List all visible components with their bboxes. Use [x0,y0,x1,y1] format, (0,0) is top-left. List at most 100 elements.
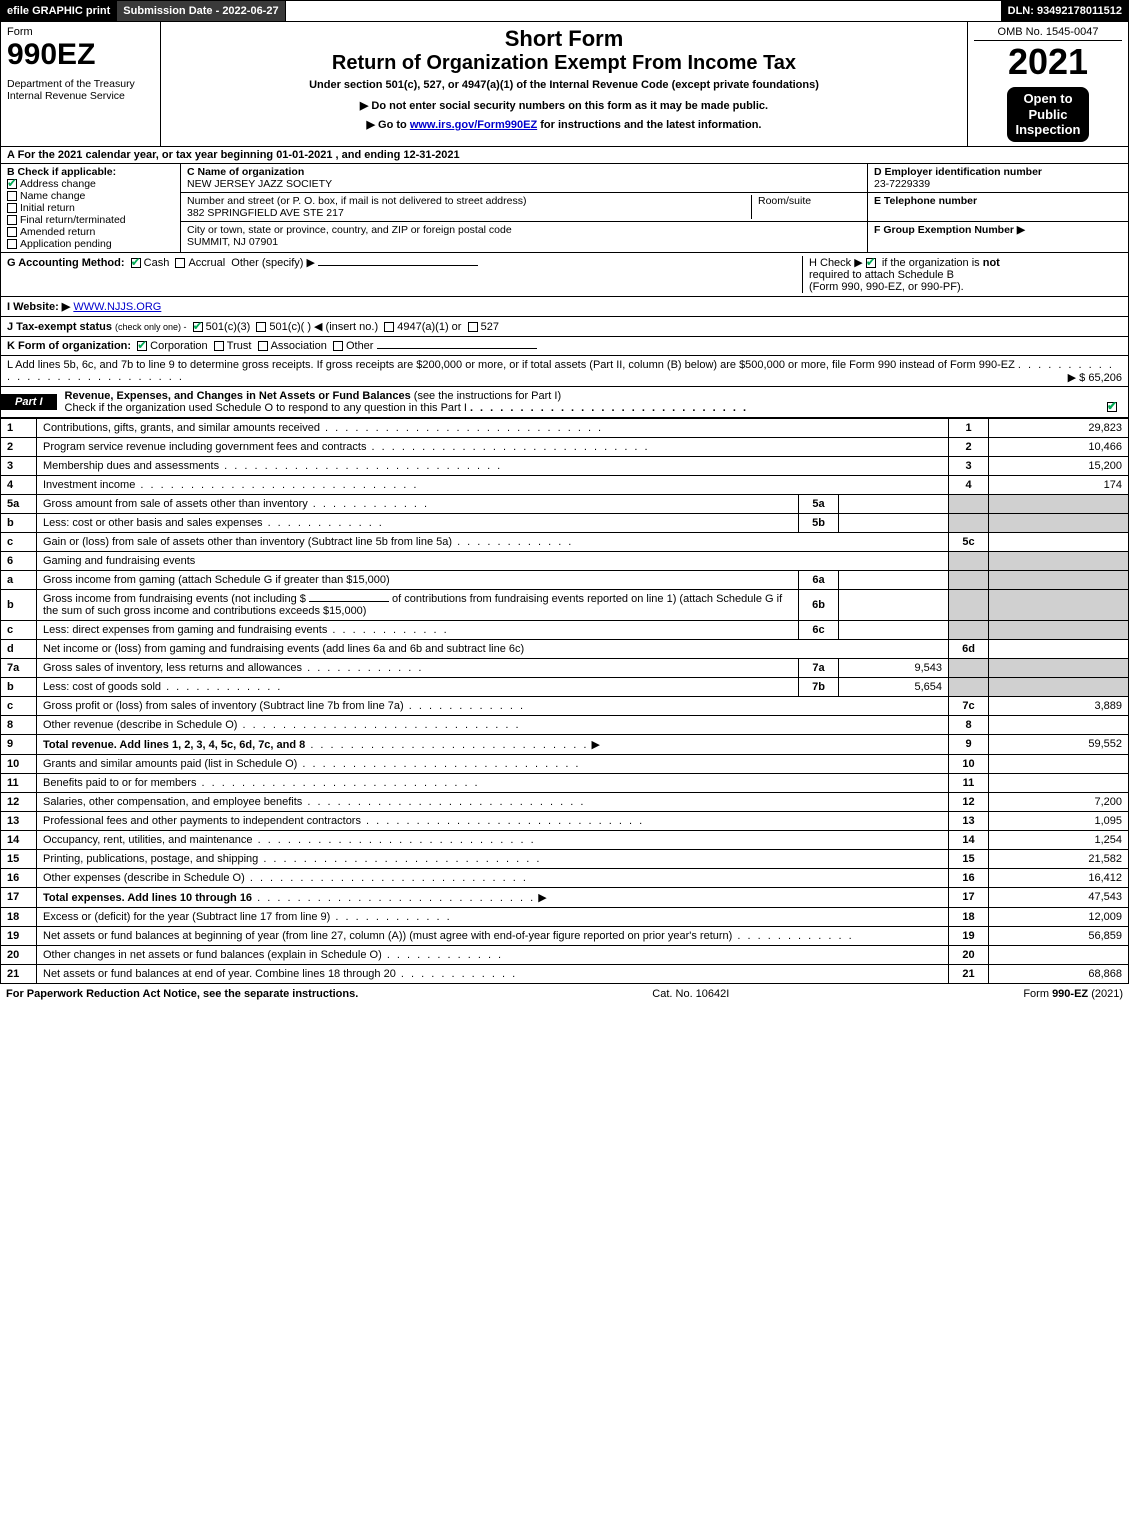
line-6b: b Gross income from fundraising events (… [1,589,1129,620]
f-label: F Group Exemption Number ▶ [874,224,1025,236]
final-return-checkbox[interactable] [7,215,17,225]
line-7c-desc: Gross profit or (loss) from sales of inv… [43,700,404,712]
b-application-pending: Application pending [20,238,112,250]
line-7b-subvalue: 5,654 [839,677,949,696]
line-21: 21 Net assets or fund balances at end of… [1,964,1129,983]
line-16-value: 16,412 [989,868,1129,887]
j-o3: 4947(a)(1) or [397,321,461,333]
line-19-value: 56,859 [989,926,1129,945]
amended-return-checkbox[interactable] [7,227,17,237]
line-6b-desc1: Gross income from fundraising events (no… [43,593,306,605]
j-527-checkbox[interactable] [468,322,478,332]
row-g-h: G Accounting Method: Cash Accrual Other … [0,253,1129,297]
line-13-value: 1,095 [989,811,1129,830]
omb-number: OMB No. 1545-0047 [974,26,1122,41]
cash-checkbox[interactable] [131,258,141,268]
k-o4: Other [346,340,374,352]
name-change-checkbox[interactable] [7,191,17,201]
initial-return-checkbox[interactable] [7,203,17,213]
return-title: Return of Organization Exempt From Incom… [169,52,959,75]
website-link[interactable]: WWW.NJJS.ORG [73,301,161,313]
j-501c-checkbox[interactable] [256,322,266,332]
k-corp-checkbox[interactable] [137,341,147,351]
line-11: 11 Benefits paid to or for members 11 [1,773,1129,792]
part1-header: Part I Revenue, Expenses, and Changes in… [0,387,1129,418]
org-street: 382 SPRINGFIELD AVE STE 217 [187,207,344,219]
g-label: G Accounting Method: [7,257,125,269]
line-7b-desc: Less: cost of goods sold [43,681,161,693]
line-7a: 7a Gross sales of inventory, less return… [1,658,1129,677]
line-6d-desc: Net income or (loss) from gaming and fun… [43,643,524,655]
footer-left: For Paperwork Reduction Act Notice, see … [6,988,358,1000]
k-o2: Trust [227,340,252,352]
e-label: E Telephone number [874,195,977,207]
line-7c-value: 3,889 [989,696,1129,715]
lines-wrapper: 1 Contributions, gifts, grants, and simi… [0,418,1129,984]
part1-schedule-o-checkbox[interactable] [1107,402,1117,412]
line-6c-desc: Less: direct expenses from gaming and fu… [43,624,327,636]
ein-value: 23-7229339 [874,178,930,190]
line-13: 13 Professional fees and other payments … [1,811,1129,830]
g-other: Other (specify) ▶ [231,257,315,269]
irs-label: Internal Revenue Service [7,90,154,102]
instructions-note: ▶ Go to www.irs.gov/Form990EZ for instru… [169,118,959,131]
k-o3: Association [271,340,327,352]
line-2-value: 10,466 [989,437,1129,456]
j-501c3-checkbox[interactable] [193,322,203,332]
line-1-desc: Contributions, gifts, grants, and simila… [43,422,320,434]
line-14-desc: Occupancy, rent, utilities, and maintena… [43,834,253,846]
row-j: J Tax-exempt status (check only one) - 5… [0,317,1129,337]
line-10: 10 Grants and similar amounts paid (list… [1,754,1129,773]
accrual-checkbox[interactable] [175,258,185,268]
entity-info: B Check if applicable: Address change Na… [0,164,1129,253]
line-6-desc: Gaming and fundraising events [37,551,949,570]
line-17: 17 Total expenses. Add lines 10 through … [1,887,1129,907]
footer-cat-no: Cat. No. 10642I [652,988,729,1000]
line-4: 4 Investment income 4 174 [1,475,1129,494]
b-name-change: Name change [20,190,85,202]
line-9-value: 59,552 [989,734,1129,754]
k-assoc-checkbox[interactable] [258,341,268,351]
application-pending-checkbox[interactable] [7,239,17,249]
topbar-spacer [286,1,1002,21]
section-a: A For the 2021 calendar year, or tax yea… [0,147,1129,164]
line-7a-subvalue: 9,543 [839,658,949,677]
part1-bar: Part I [1,394,57,410]
k-other-checkbox[interactable] [333,341,343,351]
instructions-link[interactable]: www.irs.gov/Form990EZ [410,119,537,131]
short-form-title: Short Form [169,26,959,52]
line-20: 20 Other changes in net assets or fund b… [1,945,1129,964]
ssn-warning: ▶ Do not enter social security numbers o… [169,99,959,112]
h-not: not [983,257,1000,269]
form-header: Form 990EZ Department of the Treasury In… [0,22,1129,147]
address-change-checkbox[interactable] [7,179,17,189]
b-label: B Check if applicable: [7,166,116,178]
line-6a: a Gross income from gaming (attach Sched… [1,570,1129,589]
line-7b: b Less: cost of goods sold 7b 5,654 [1,677,1129,696]
row-k: K Form of organization: Corporation Trus… [0,337,1129,356]
line-2: 2 Program service revenue including gove… [1,437,1129,456]
j-o4: 527 [481,321,499,333]
line-6a-desc: Gross income from gaming (attach Schedul… [43,574,390,586]
line-14: 14 Occupancy, rent, utilities, and maint… [1,830,1129,849]
org-city: SUMMIT, NJ 07901 [187,236,278,248]
line-13-desc: Professional fees and other payments to … [43,815,361,827]
line-6: 6 Gaming and fundraising events [1,551,1129,570]
h-checkbox[interactable] [866,258,876,268]
c-label: C Name of organization [187,166,304,178]
h-pre: H Check ▶ [809,257,866,269]
line-4-desc: Investment income [43,479,135,491]
efile-print-button[interactable]: efile GRAPHIC print [1,1,117,21]
line-12-desc: Salaries, other compensation, and employ… [43,796,302,808]
j-4947-checkbox[interactable] [384,322,394,332]
section-b: B Check if applicable: Address change Na… [1,164,181,252]
line-18-value: 12,009 [989,907,1129,926]
row-i: I Website: ▶ WWW.NJJS.ORG [0,297,1129,317]
open-inspection-badge: Open to Public Inspection [1007,87,1088,142]
line-7c: c Gross profit or (loss) from sales of i… [1,696,1129,715]
line-3: 3 Membership dues and assessments 3 15,2… [1,456,1129,475]
line-10-desc: Grants and similar amounts paid (list in… [43,758,297,770]
header-subtitle: Under section 501(c), 527, or 4947(a)(1)… [169,79,959,91]
k-trust-checkbox[interactable] [214,341,224,351]
line-7a-desc: Gross sales of inventory, less returns a… [43,662,302,674]
